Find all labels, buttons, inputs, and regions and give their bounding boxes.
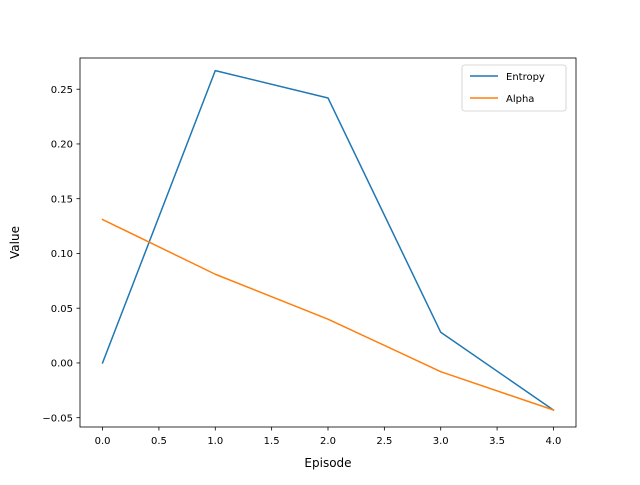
y-tick-label: 0.10 [51, 249, 73, 260]
x-axis-ticks: 0.0 0.5 1.0 1.5 2.0 2.5 3.0 3.5 4.0 [95, 427, 562, 447]
y-axis-ticks: −0.05 0.00 0.05 0.10 0.15 0.20 0.25 [42, 85, 80, 424]
series-layer [101, 69, 555, 412]
x-tick-label: 2.0 [320, 436, 336, 447]
x-tick-label: 1.0 [207, 436, 223, 447]
legend: Entropy Alpha [461, 64, 567, 112]
x-tick-label: 4.0 [546, 436, 562, 447]
series-line-1 [101, 218, 555, 411]
y-tick-label: 0.00 [51, 359, 73, 370]
legend-label-1: Alpha [506, 94, 534, 105]
x-tick-label: 0.5 [151, 436, 167, 447]
x-tick-label: 3.5 [489, 436, 505, 447]
x-tick-label: 0.0 [95, 436, 111, 447]
y-tick-label: 0.15 [51, 194, 73, 205]
plot-area-frame [79, 57, 577, 428]
y-axis-label: Value [8, 226, 22, 259]
legend-label-0: Entropy [506, 72, 545, 83]
series-line-0 [101, 69, 555, 412]
x-tick-label: 1.5 [264, 436, 280, 447]
y-tick-label: 0.20 [51, 140, 73, 151]
x-axis-label: Episode [304, 456, 351, 470]
y-tick-label: −0.05 [42, 413, 73, 424]
y-tick-label: 0.05 [51, 304, 73, 315]
x-tick-label: 3.0 [433, 436, 449, 447]
x-tick-label: 2.5 [376, 436, 392, 447]
y-tick-label: 0.25 [51, 85, 73, 96]
